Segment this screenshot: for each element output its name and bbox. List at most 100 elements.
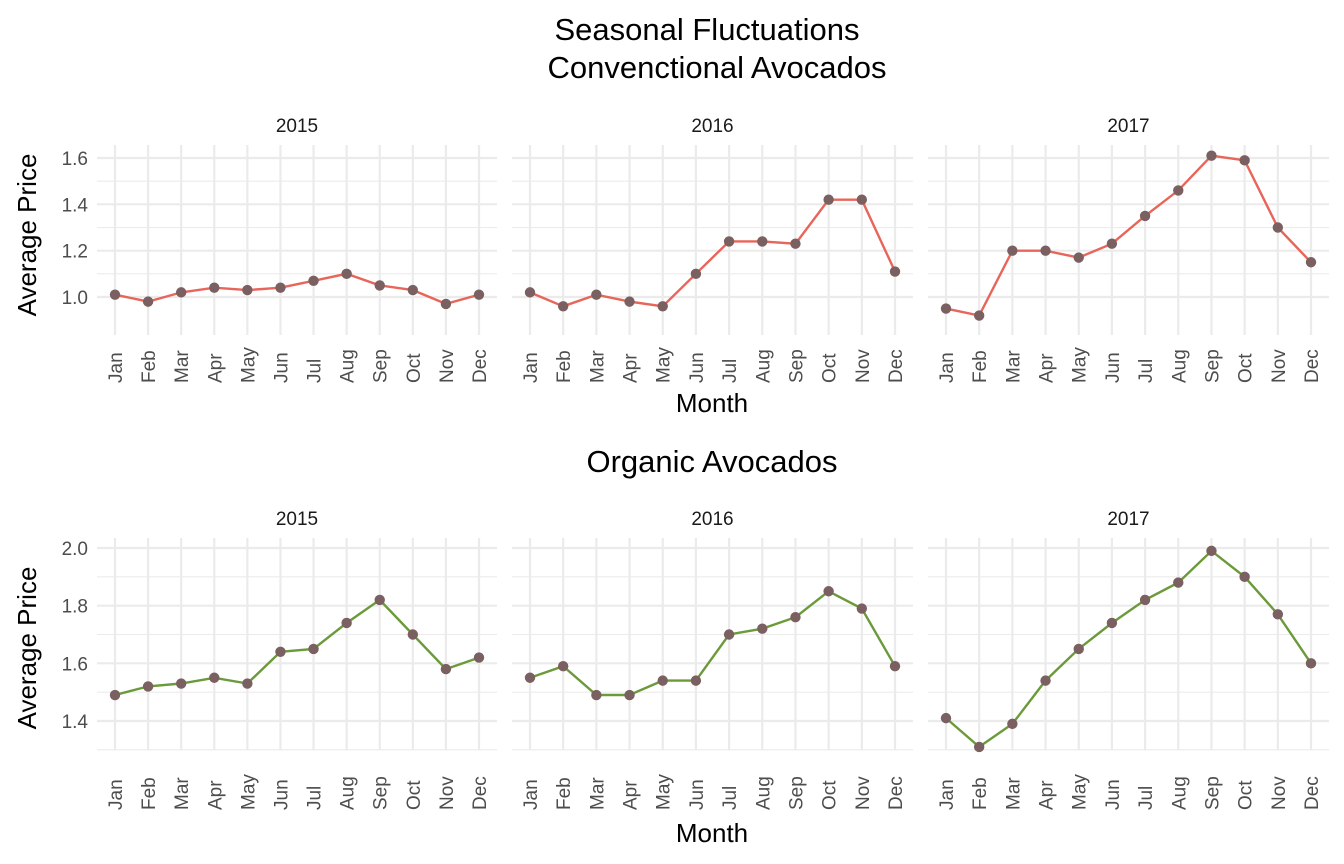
facet-strip-label: 2017 — [1107, 509, 1149, 530]
data-point — [1206, 150, 1217, 161]
data-point — [889, 266, 901, 277]
organic-panel-2017: 2017 Jan Feb Mar Apr May Jun Jul Aug Sep Oct Nov Dec — [928, 509, 1329, 810]
data-point — [407, 284, 419, 296]
x-tick-label: Nov — [853, 776, 874, 810]
organic-panel-row: 2015 Jan Feb Mar Apr May Jun Jul Aug Sep Oct Nov Dec… — [62, 509, 1329, 810]
x-tick-label: May — [1070, 774, 1091, 810]
organic-y-axis-label: Average Price — [12, 567, 42, 730]
data-point — [657, 675, 668, 686]
x-tick-label: Apr — [205, 353, 226, 383]
x-tick-label: Mar — [587, 777, 608, 810]
x-tick-label: Feb — [970, 350, 991, 383]
x-tick-label: Mar — [587, 350, 608, 383]
y-tick-label: 2.0 — [62, 539, 88, 560]
data-point — [624, 689, 635, 701]
data-point — [440, 298, 452, 310]
x-tick-label: Nov — [437, 349, 458, 383]
x-tick-label: Jul — [720, 786, 741, 810]
x-tick-label: Aug — [753, 349, 774, 383]
data-point — [142, 296, 154, 307]
conventional-panel-2017: 2017 Jan Feb Mar Apr May Jun Jul Aug Sep Oct Nov Dec — [928, 116, 1329, 383]
organic-panel-2015: 2015 Jan Feb Mar Apr May Jun Jul Aug Sep Oct Nov Dec… — [62, 509, 497, 810]
x-tick-label: Aug — [1169, 776, 1190, 810]
x-tick-label: Feb — [554, 350, 575, 383]
data-point — [823, 586, 834, 597]
y-tick-label: 1.8 — [62, 597, 88, 618]
data-point — [1239, 571, 1250, 583]
data-point — [723, 629, 735, 640]
data-point — [1106, 617, 1118, 629]
x-tick-label: Jan — [937, 779, 958, 810]
x-tick-label: Dec — [470, 776, 491, 810]
x-tick-label: Jul — [305, 786, 326, 810]
facet-strip-label: 2017 — [1107, 116, 1149, 137]
data-point — [973, 310, 985, 321]
data-point — [308, 643, 319, 655]
x-tick-label: Dec — [1302, 776, 1323, 810]
data-point — [1173, 577, 1184, 588]
data-point — [209, 282, 220, 293]
x-tick-label: May — [654, 347, 675, 383]
data-point — [1305, 658, 1317, 669]
data-point — [109, 689, 121, 701]
data-point — [790, 238, 801, 249]
data-point — [657, 301, 668, 312]
x-tick-label: Aug — [338, 349, 359, 383]
x-tick-label: Sep — [786, 776, 807, 810]
data-point — [723, 236, 735, 247]
x-tick-label: May — [1070, 347, 1091, 383]
data-point — [440, 663, 452, 675]
x-tick-label: May — [654, 774, 675, 810]
facet-strip-label: 2015 — [276, 116, 318, 137]
data-point — [1139, 594, 1151, 606]
x-tick-label: Dec — [470, 349, 491, 383]
conventional-y-axis-label: Average Price — [12, 154, 42, 317]
x-tick-label: Apr — [1037, 780, 1058, 810]
x-tick-label: Aug — [338, 776, 359, 810]
x-tick-label: Jun — [271, 779, 292, 810]
conventional-panel-2015: 2015 Jan Feb Mar Apr May Jun Jul Aug Sep Oct Nov Dec… — [62, 116, 497, 383]
data-point — [175, 678, 187, 689]
data-point — [1305, 257, 1317, 268]
x-tick-label: Mar — [1003, 777, 1024, 810]
data-point — [142, 681, 154, 692]
conventional-panel-row: 2015 Jan Feb Mar Apr May Jun Jul Aug Sep Oct Nov Dec… — [62, 116, 1329, 383]
x-tick-label: Sep — [1202, 776, 1223, 810]
data-point — [1106, 238, 1118, 249]
x-tick-label: Apr — [621, 353, 642, 383]
x-tick-label: Jun — [687, 779, 708, 810]
facet-strip-label: 2016 — [691, 509, 733, 530]
data-point — [690, 268, 702, 280]
x-tick-label: Apr — [621, 780, 642, 810]
series-line — [114, 598, 480, 697]
data-point — [242, 678, 253, 689]
data-point — [1073, 643, 1084, 655]
y-tick-label: 1.4 — [62, 195, 89, 216]
x-tick-label: Nov — [853, 349, 874, 383]
x-tick-label: Nov — [437, 776, 458, 810]
data-point — [275, 282, 286, 293]
x-tick-label: Nov — [1269, 776, 1290, 810]
x-tick-label: Jan — [106, 352, 127, 383]
y-tick-label: 1.2 — [62, 242, 88, 263]
data-point — [1040, 675, 1051, 686]
data-point — [690, 675, 702, 686]
data-point — [275, 646, 286, 657]
y-tick-label: 1.6 — [62, 654, 88, 675]
data-point — [109, 289, 121, 300]
x-tick-label: Oct — [404, 353, 425, 383]
data-point — [209, 672, 220, 683]
data-point — [524, 672, 536, 683]
organic-chart-title: Organic Avocados — [586, 444, 837, 479]
x-tick-label: Feb — [554, 777, 575, 810]
data-point — [407, 629, 419, 640]
data-point — [473, 289, 485, 300]
data-point — [940, 712, 952, 724]
x-tick-label: Apr — [1037, 353, 1058, 383]
data-point — [341, 268, 352, 280]
data-point — [175, 287, 187, 298]
x-tick-label: Jan — [521, 779, 542, 810]
x-tick-label: May — [238, 347, 259, 383]
x-tick-label: Dec — [886, 776, 907, 810]
